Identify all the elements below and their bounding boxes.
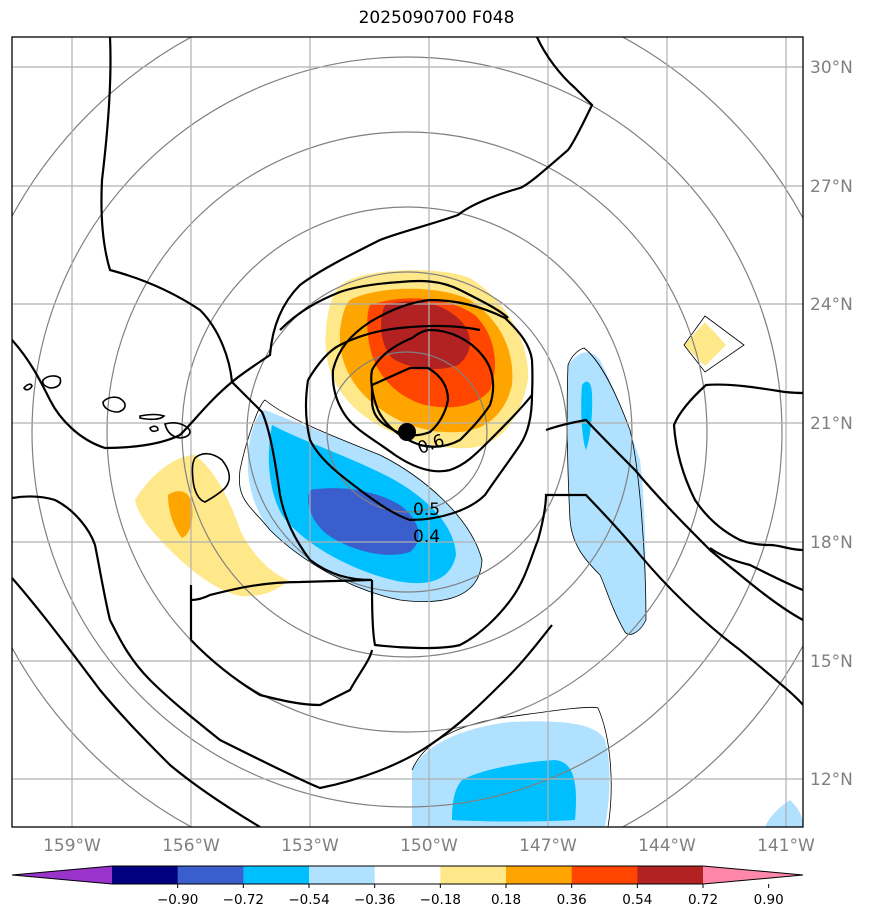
lat-tick: 24°N xyxy=(810,295,853,315)
colorbar-swatch xyxy=(571,866,638,884)
lon-tick: 156°W xyxy=(162,836,220,856)
map-title: 2025090700 F048 xyxy=(358,8,515,28)
colorbar-tick-label: −0.72 xyxy=(223,892,264,908)
colorbar-tick-label: −0.90 xyxy=(157,892,198,908)
lat-tick: 18°N xyxy=(810,533,853,553)
colorbar-swatch xyxy=(243,866,310,884)
lon-tick: 144°W xyxy=(638,836,696,856)
contour-label-0-4: 0.4 xyxy=(413,527,440,547)
black-contours xyxy=(12,37,803,827)
colorbar-tick-label: 0.90 xyxy=(754,892,784,908)
colorbar-extend-high xyxy=(703,866,803,884)
lon-tick: 150°W xyxy=(400,836,458,856)
map-frame xyxy=(11,36,804,828)
map-panel: 0.6 0.5 0.4 xyxy=(12,37,803,827)
colorbar-swatch xyxy=(506,866,573,884)
colorbar-swatch xyxy=(112,866,179,884)
lon-tick: 153°W xyxy=(281,836,339,856)
colorbar-extend-low xyxy=(12,866,112,884)
coastlines xyxy=(23,375,231,503)
contour-label-0-5: 0.5 xyxy=(413,500,440,520)
colorbar-tick-label: −0.36 xyxy=(354,892,395,908)
colorbar-swatch xyxy=(177,866,244,884)
colorbar-tick-label: 0.72 xyxy=(688,892,718,908)
colorbar-swatch xyxy=(309,866,376,884)
lat-tick-labels: 30°N 27°N 24°N 21°N 18°N 15°N 12°N xyxy=(810,58,853,790)
lon-tick-labels: 159°W 156°W 153°W 150°W 147°W 144°W 141°… xyxy=(43,836,815,856)
lat-tick: 30°N xyxy=(810,58,853,78)
lon-tick: 141°W xyxy=(757,836,815,856)
lat-tick: 15°N xyxy=(810,652,853,672)
colorbar-swatch xyxy=(374,866,441,884)
lat-tick: 12°N xyxy=(810,770,853,790)
storm-center-marker xyxy=(398,423,416,441)
colorbar-swatch xyxy=(637,866,704,884)
lat-tick: 21°N xyxy=(810,414,853,434)
lat-tick: 27°N xyxy=(810,177,853,197)
shaded-field xyxy=(135,270,803,827)
colorbar-tick-label: 0.18 xyxy=(491,892,521,908)
shaded-outlines xyxy=(238,315,745,827)
lon-tick: 147°W xyxy=(519,836,577,856)
colorbar-swatch xyxy=(440,866,507,884)
lon-tick: 159°W xyxy=(43,836,101,856)
colorbar-tick-label: −0.54 xyxy=(288,892,329,908)
colorbar-outline xyxy=(11,865,804,885)
colorbar: −0.90 −0.72 −0.54 −0.36 −0.18 0.18 0.36 0.54 0.7… xyxy=(11,865,804,908)
colorbar-tick-label: −0.18 xyxy=(420,892,461,908)
colorbar-tick-label: 0.54 xyxy=(622,892,652,908)
colorbar-tick-label: 0.36 xyxy=(557,892,587,908)
